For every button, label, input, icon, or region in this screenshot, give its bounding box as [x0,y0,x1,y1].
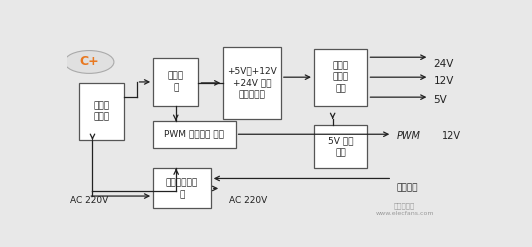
Text: AC 220V: AC 220V [70,196,109,205]
Text: 整流滤
波输出
电路: 整流滤 波输出 电路 [332,61,349,93]
Text: +5V、+12V
+24V 交流
变换器电路: +5V、+12V +24V 交流 变换器电路 [227,67,277,99]
FancyBboxPatch shape [314,125,368,168]
FancyBboxPatch shape [314,49,368,106]
FancyBboxPatch shape [79,83,124,140]
FancyBboxPatch shape [223,47,281,119]
Text: AC 220V: AC 220V [229,196,268,205]
FancyBboxPatch shape [153,121,236,147]
FancyBboxPatch shape [153,168,211,208]
Text: PWM 信号产生 电路: PWM 信号产生 电路 [164,130,225,139]
Text: 12V: 12V [434,76,454,86]
Circle shape [64,51,114,73]
Text: 5V 稳压
电路: 5V 稳压 电路 [328,136,353,157]
Text: 控制信号: 控制信号 [396,183,418,192]
Text: 电子发烧友: 电子发烧友 [394,202,415,209]
Text: C+: C+ [79,56,99,68]
Text: 24V: 24V [434,59,454,69]
Text: 5V: 5V [434,95,447,105]
Text: 电源输
入滤波: 电源输 入滤波 [94,101,110,122]
Text: www.elecfans.com: www.elecfans.com [376,211,434,216]
Text: 可控硅控制电
路: 可控硅控制电 路 [166,178,198,199]
FancyBboxPatch shape [153,58,198,106]
Text: PWM: PWM [396,131,420,141]
Text: 整流电
路: 整流电 路 [168,72,184,92]
Text: 12V: 12V [442,131,461,141]
